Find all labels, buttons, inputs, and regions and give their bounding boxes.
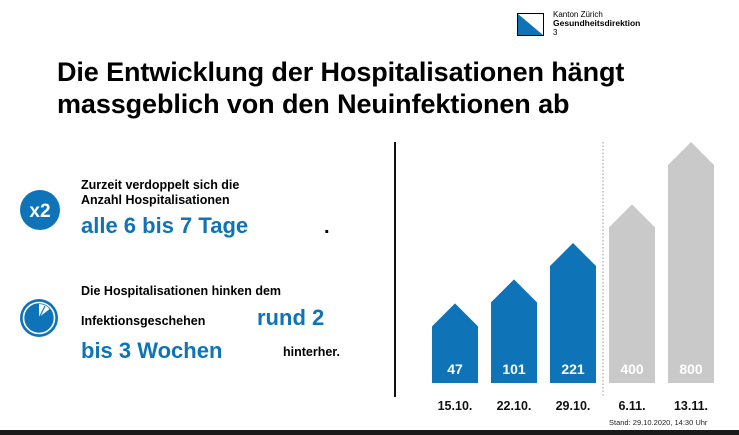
doubling-end-punctuation: . — [324, 216, 330, 238]
department-name: Gesundheitsdirektion — [553, 18, 641, 28]
bar-value-label: 800 — [679, 361, 703, 377]
doubling-text-line-1: Zurzeit verdoppelt sich die — [81, 178, 240, 192]
clock-pie-icon — [20, 299, 58, 337]
x-axis-date-label: 13.11. — [674, 399, 708, 413]
data-timestamp: Stand: 29.10.2020, 14:30 Uhr — [609, 418, 708, 427]
x-axis-date-label: 29.10. — [556, 399, 591, 413]
x2-badge-label: x2 — [29, 201, 50, 222]
lag-text-tail: hinterher. — [283, 345, 340, 359]
doubling-text-line-2: Anzahl Hospitalisationen — [81, 193, 230, 207]
canton-zurich-logo — [517, 13, 544, 36]
organization-block: Kanton Zürich Gesundheitsdirektion 3 — [553, 10, 640, 37]
title-line-2: massgeblich von den Neuinfektionen ab — [57, 89, 570, 119]
page-title: Die Entwicklung der Hospitalisationen hä… — [57, 56, 737, 120]
bar-22-10 — [491, 279, 537, 383]
bar-29-10 — [550, 243, 596, 383]
title-line-1: Die Entwicklung der Hospitalisationen hä… — [57, 57, 625, 87]
x-axis-date-label: 15.10. — [438, 399, 473, 413]
lag-text-line-1: Die Hospitalisationen hinken dem — [81, 284, 282, 298]
bar-value-label: 101 — [502, 361, 526, 377]
bar-6-11 — [609, 204, 655, 383]
canton-name: Kanton Zürich — [553, 10, 603, 19]
x-axis-date-label: 22.10. — [497, 399, 532, 413]
x-axis-date-label: 6.11. — [618, 399, 645, 413]
x2-badge-icon: x2 — [20, 190, 60, 230]
lag-highlight-2: bis 3 Wochen — [81, 338, 223, 363]
bar-13-11 — [668, 142, 714, 383]
bottom-bar — [0, 430, 739, 435]
bar-value-label: 47 — [447, 361, 463, 377]
lag-highlight-1: rund 2 — [257, 305, 325, 330]
lag-text-line-2: Infektionsgeschehen — [81, 314, 206, 328]
vertical-divider — [394, 142, 396, 397]
bar-value-label: 400 — [620, 361, 644, 377]
doubling-highlight: alle 6 bis 7 Tage — [81, 213, 249, 238]
bar-value-label: 221 — [561, 361, 585, 377]
page-number: 3 — [553, 28, 558, 37]
bar-15-10 — [432, 303, 478, 383]
